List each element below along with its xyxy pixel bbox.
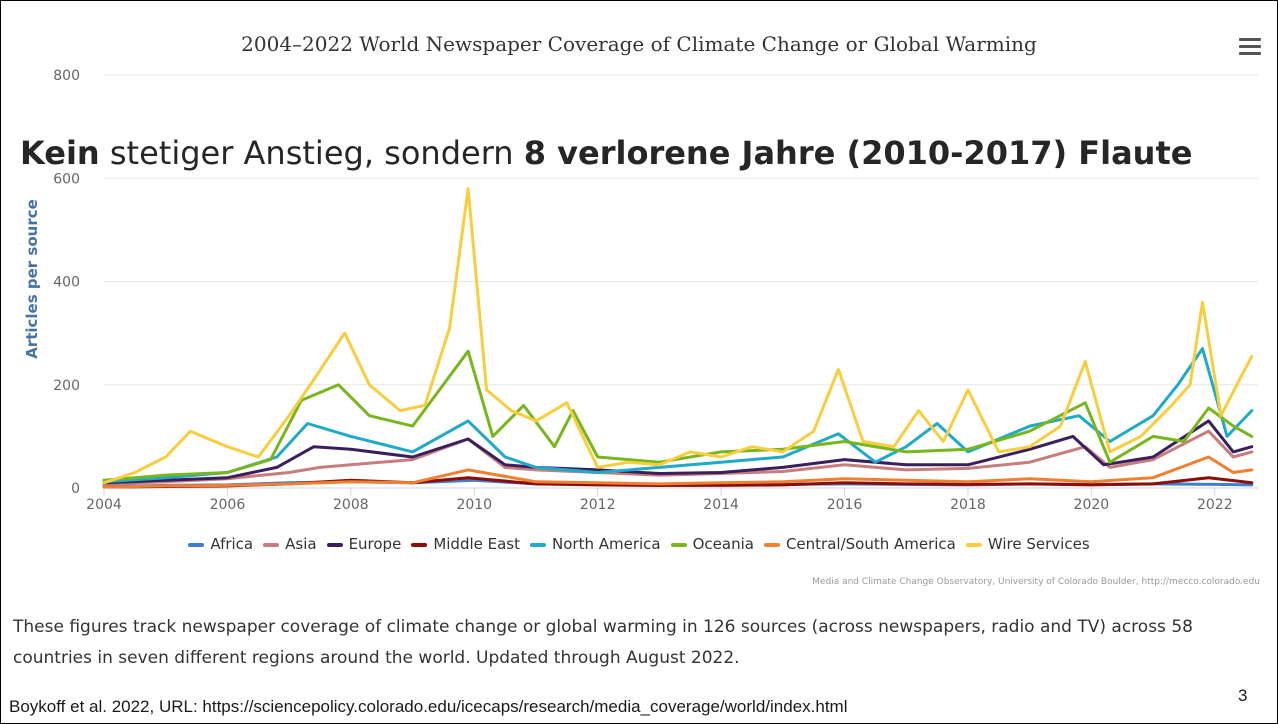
legend-item[interactable]: North America bbox=[530, 535, 661, 553]
legend-swatch bbox=[326, 542, 343, 547]
legend-swatch bbox=[263, 542, 280, 547]
chart-legend: Africa Asia Europe Middle East North America… bbox=[0, 535, 1278, 553]
chart-plot: 0 200 400 600 800 2004 2006 2008 2010 2012 2014 201… bbox=[53, 68, 1258, 513]
series-line-oceania bbox=[102, 349, 1254, 482]
series-line-europe bbox=[102, 419, 1254, 485]
legend-item[interactable]: Europe bbox=[326, 535, 402, 553]
legend-swatch bbox=[188, 542, 205, 547]
legend-label: Central/South America bbox=[785, 535, 956, 553]
legend-swatch bbox=[965, 542, 982, 547]
x-tick-label: 2004 bbox=[86, 497, 122, 513]
legend-label: Asia bbox=[285, 535, 317, 553]
legend-label: North America bbox=[552, 535, 661, 553]
chart-credits: Media and Climate Change Observatory, Un… bbox=[812, 577, 1260, 587]
legend-item[interactable]: Oceania bbox=[670, 535, 754, 553]
x-tick-label: 2008 bbox=[333, 497, 369, 513]
page-number: 3 bbox=[1238, 686, 1248, 705]
legend-item[interactable]: Wire Services bbox=[965, 535, 1090, 553]
legend-label: Oceania bbox=[692, 535, 754, 553]
legend-item[interactable]: Asia bbox=[263, 535, 317, 553]
y-tick-label: 400 bbox=[53, 275, 80, 291]
heading-bold-1: Kein bbox=[20, 134, 100, 172]
series-line-central-south-america bbox=[102, 455, 1254, 489]
heading-normal: stetiger Anstieg, sondern bbox=[99, 134, 524, 172]
chart-title: 2004–2022 World Newspaper Coverage of Cl… bbox=[241, 32, 1037, 56]
series-line-north-america bbox=[102, 347, 1254, 484]
y-tick-label: 200 bbox=[53, 378, 80, 394]
x-tick-label: 2022 bbox=[1197, 497, 1233, 513]
x-tick-label: 2016 bbox=[827, 497, 863, 513]
legend-label: Europe bbox=[348, 535, 402, 553]
legend-swatch bbox=[411, 542, 428, 547]
chart-menu-icon[interactable] bbox=[1239, 38, 1261, 56]
heading-bold-2: 8 verlorene Jahre (2010-2017) Flaute bbox=[523, 134, 1193, 172]
legend-item[interactable]: Central/South America bbox=[763, 535, 956, 553]
y-tick-label: 800 bbox=[53, 68, 80, 84]
y-tick-label: 0 bbox=[71, 481, 80, 497]
legend-swatch bbox=[530, 542, 546, 547]
legend-label: Middle East bbox=[433, 535, 520, 553]
x-tick-label: 2020 bbox=[1074, 497, 1110, 513]
legend-label: Africa bbox=[210, 535, 254, 553]
x-tick-label: 2010 bbox=[456, 497, 492, 513]
x-tick-label: 2014 bbox=[703, 497, 739, 513]
x-tick-label: 2006 bbox=[210, 497, 246, 513]
legend-label: Wire Services bbox=[987, 535, 1090, 553]
source-citation: Boykoff et al. 2022, URL: https://scienc… bbox=[9, 697, 848, 716]
x-tick-label: 2018 bbox=[950, 497, 986, 513]
x-tick-label: 2012 bbox=[580, 497, 616, 513]
legend-item[interactable]: Middle East bbox=[411, 535, 520, 553]
series-line-wire-services bbox=[102, 187, 1254, 485]
legend-swatch bbox=[763, 542, 780, 547]
y-tick-label: 600 bbox=[53, 171, 80, 187]
legend-item[interactable]: Africa bbox=[188, 535, 253, 553]
description-text: These figures track newspaper coverage o… bbox=[13, 617, 1193, 668]
legend-swatch bbox=[670, 542, 687, 547]
slide-heading: Kein stetiger Anstieg, sondern 8 verlore… bbox=[20, 134, 1192, 172]
